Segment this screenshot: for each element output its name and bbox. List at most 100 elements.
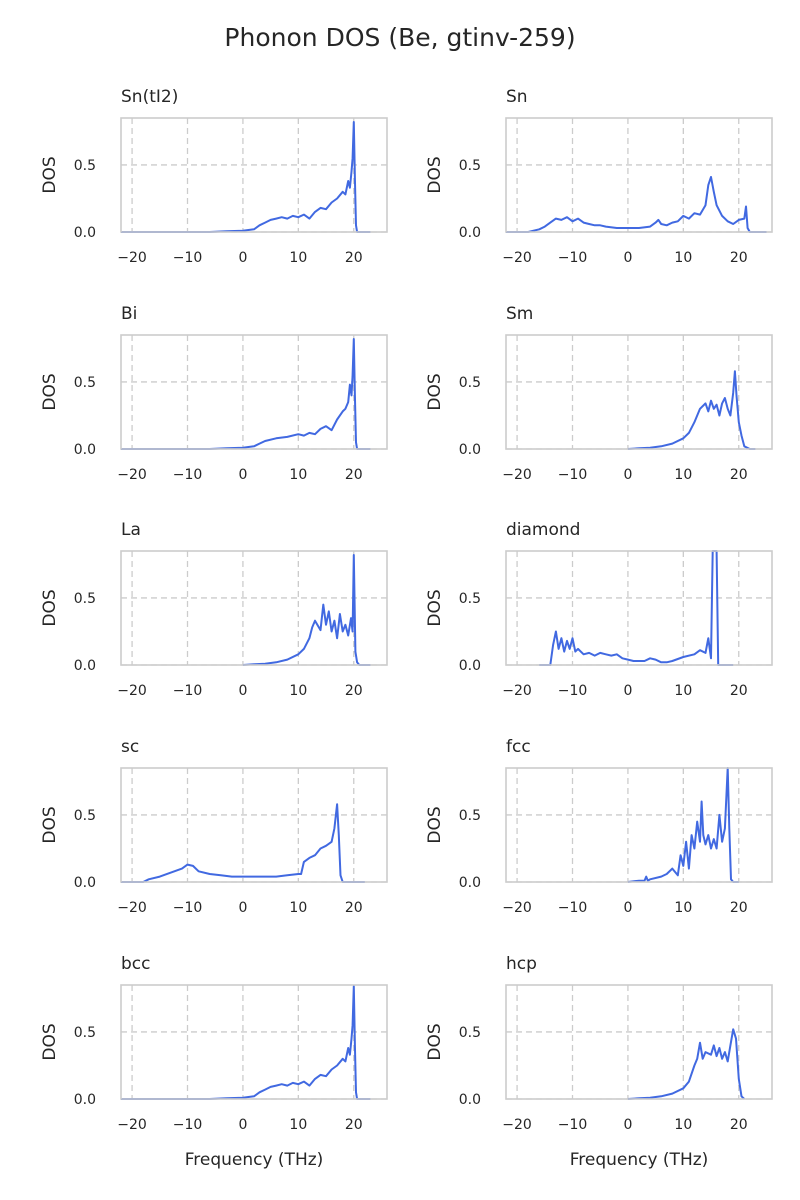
x-tick-label: 10 xyxy=(674,900,692,916)
x-tick-label: −10 xyxy=(558,900,588,916)
x-tick-label: 0 xyxy=(238,250,247,266)
y-tick-label: 0.0 xyxy=(459,875,481,891)
y-axis-label: DOS xyxy=(40,806,60,843)
axes-frame xyxy=(505,984,773,1100)
y-tick-label: 0.0 xyxy=(459,225,481,241)
y-tick-label: 0.5 xyxy=(74,158,96,174)
y-axis-label: DOS xyxy=(40,1023,60,1060)
y-tick-label: 0.0 xyxy=(459,442,481,458)
y-axis-label: DOS xyxy=(425,589,445,626)
y-tick-label: 0.5 xyxy=(74,591,96,607)
y-tick-label: 0.0 xyxy=(74,658,96,674)
y-tick-label: 0.0 xyxy=(459,658,481,674)
y-tick-label: 0.0 xyxy=(74,225,96,241)
y-tick-label: 0.0 xyxy=(74,875,96,891)
x-tick-label: −10 xyxy=(558,1117,588,1133)
x-tick-label: 0 xyxy=(623,1117,632,1133)
panel-title: hcp xyxy=(506,954,537,974)
dos-series-line xyxy=(121,338,371,450)
x-axis-label: Frequency (THz) xyxy=(185,1150,324,1170)
x-tick-label: −20 xyxy=(502,900,532,916)
dos-series-line xyxy=(121,121,371,233)
x-tick-label: 10 xyxy=(674,250,692,266)
panel-title: La xyxy=(121,520,141,540)
panel-title: Sm xyxy=(506,304,533,324)
x-tick-label: 10 xyxy=(674,683,692,699)
y-axis-label: DOS xyxy=(40,373,60,410)
dos-series-line xyxy=(121,985,371,1100)
panel: Sn(tI2) −20 −10 0 10 20 0.0 0.5 DOS xyxy=(40,87,388,266)
axes-frame xyxy=(505,334,773,450)
axes-frame xyxy=(505,117,773,233)
panel-title: sc xyxy=(121,737,139,757)
figure-title: Phonon DOS (Be, gtinv-259) xyxy=(224,23,575,52)
x-tick-label: −20 xyxy=(502,467,532,483)
panel: diamond −20 −10 0 10 20 0.0 0.5 DOS xyxy=(425,520,773,699)
x-tick-label: 0 xyxy=(238,900,247,916)
x-tick-label: 20 xyxy=(345,1117,363,1133)
x-tick-label: 10 xyxy=(674,1117,692,1133)
axes-frame xyxy=(505,767,773,883)
x-tick-label: 10 xyxy=(289,900,307,916)
x-tick-label: −20 xyxy=(117,900,147,916)
y-tick-label: 0.5 xyxy=(74,808,96,824)
panel-title: fcc xyxy=(506,737,531,757)
x-tick-label: 10 xyxy=(289,250,307,266)
axes-frame xyxy=(120,984,388,1100)
x-tick-label: 20 xyxy=(345,683,363,699)
x-tick-label: 20 xyxy=(730,900,748,916)
axes-frame xyxy=(505,550,773,666)
x-tick-label: 10 xyxy=(289,1117,307,1133)
x-tick-label: −10 xyxy=(558,467,588,483)
x-tick-label: 10 xyxy=(289,467,307,483)
y-axis-label: DOS xyxy=(425,156,445,193)
panel: Sm −20 −10 0 10 20 0.0 0.5 DOS xyxy=(425,304,773,483)
x-tick-label: −20 xyxy=(502,683,532,699)
y-tick-label: 0.5 xyxy=(74,375,96,391)
y-axis-label: DOS xyxy=(425,1023,445,1060)
x-tick-label: 10 xyxy=(289,683,307,699)
x-tick-label: −10 xyxy=(558,683,588,699)
x-tick-label: 20 xyxy=(730,467,748,483)
panel: fcc −20 −10 0 10 20 0.0 0.5 DOS xyxy=(425,737,773,916)
x-tick-label: −20 xyxy=(117,467,147,483)
y-axis-label: DOS xyxy=(425,806,445,843)
panel-title: diamond xyxy=(506,520,580,540)
x-tick-label: 0 xyxy=(238,683,247,699)
x-tick-label: 20 xyxy=(730,250,748,266)
y-tick-label: 0.5 xyxy=(459,808,481,824)
x-tick-label: −10 xyxy=(173,250,203,266)
panel: bcc −20 −10 0 10 20 0.0 0.5 DOS Frequency (THz) xyxy=(40,954,388,1170)
x-tick-label: −10 xyxy=(173,467,203,483)
y-axis-label: DOS xyxy=(40,589,60,626)
panel-title: Sn(tI2) xyxy=(121,87,178,107)
axes-frame xyxy=(120,334,388,450)
y-tick-label: 0.5 xyxy=(459,158,481,174)
axes-frame xyxy=(120,767,388,883)
x-tick-label: −10 xyxy=(173,1117,203,1133)
dos-series-line xyxy=(506,176,767,233)
dos-series-line xyxy=(627,1028,745,1100)
x-tick-label: 10 xyxy=(674,467,692,483)
panel: sc −20 −10 0 10 20 0.0 0.5 DOS xyxy=(40,737,388,916)
x-tick-label: 20 xyxy=(730,1117,748,1133)
x-tick-label: 20 xyxy=(345,250,363,266)
dos-series-line xyxy=(539,550,734,666)
y-tick-label: 0.5 xyxy=(74,1025,96,1041)
x-tick-label: 0 xyxy=(238,467,247,483)
x-tick-label: 0 xyxy=(238,1117,247,1133)
panel: La −20 −10 0 10 20 0.0 0.5 DOS xyxy=(40,520,388,699)
panel-title: bcc xyxy=(121,954,150,974)
x-tick-label: −10 xyxy=(173,683,203,699)
x-axis-label: Frequency (THz) xyxy=(570,1150,709,1170)
panel-title: Sn xyxy=(506,87,528,107)
x-tick-label: −20 xyxy=(502,1117,532,1133)
dos-series-line xyxy=(627,767,739,883)
y-axis-label: DOS xyxy=(425,373,445,410)
x-tick-label: −10 xyxy=(558,250,588,266)
x-tick-label: −20 xyxy=(117,1117,147,1133)
panels-grid: Sn(tI2) −20 −10 0 10 20 0.0 0.5 DOS Sn −20 −10 0 10 20… xyxy=(40,87,773,1170)
panel: Bi −20 −10 0 10 20 0.0 0.5 DOS xyxy=(40,304,388,483)
y-tick-label: 0.0 xyxy=(74,442,96,458)
